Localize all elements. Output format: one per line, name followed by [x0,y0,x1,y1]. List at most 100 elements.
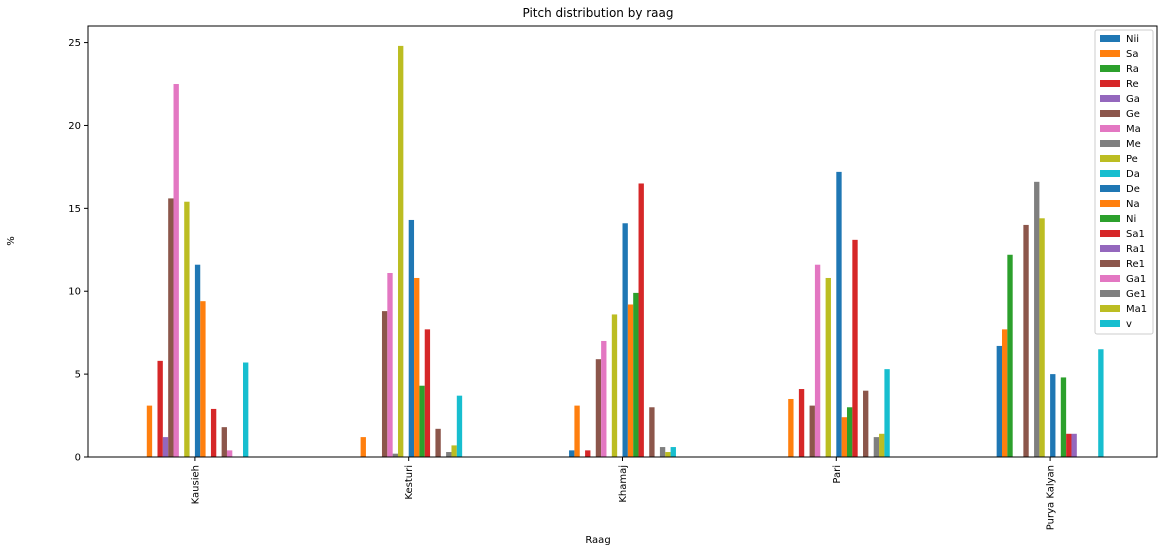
legend-swatch-re1 [1100,260,1120,267]
x-tick-label: Kesturi [404,465,415,500]
y-ticks: 0 5 10 15 20 25 [68,38,88,464]
bar-sa1-kesturi [424,329,431,457]
legend-label-sa: Sa [1126,49,1138,60]
y-tick-label: 15 [68,204,81,215]
chart-title: Pitch distribution by raag [522,6,673,20]
bar-ma-pari [814,264,821,457]
legend-label-ra1: Ra1 [1126,244,1145,255]
x-tick-label: Pari [832,465,843,484]
legend-label-ga: Ga [1126,94,1140,105]
legend-swatch-ra1 [1100,245,1120,252]
bar-ge-pari [809,405,815,457]
bar-ma1-khamaj [665,452,671,457]
legend-swatch-sa [1100,50,1120,57]
bar-re1-pari [863,390,869,457]
legend-swatch-pe [1100,155,1120,162]
bar-nii-khamaj [569,450,575,457]
bar-de-kesturi [408,219,415,457]
bar-re1-kesturi [435,428,441,457]
plot-frame [87,25,1158,458]
y-tick-label: 10 [68,287,81,298]
legend-swatch-na [1100,200,1120,207]
bar-ge1-khamaj [659,447,666,457]
legend-label-sa1: Sa1 [1126,229,1145,240]
legend-swatch-nii [1100,35,1120,42]
legend-swatch-ma [1100,125,1120,132]
bar-v-kausieh [243,362,249,457]
bar-ma1-kesturi [451,445,457,457]
y-tick-label: 5 [75,370,81,381]
bar-pe-khamaj [611,314,618,457]
bar-sa-kesturi [360,437,366,457]
bar-de-khamaj [622,223,628,457]
bar-ga1-kausieh [226,450,233,457]
bar-ni-pari [846,407,853,457]
bar-ma-kausieh [173,84,179,458]
bar-ge-purya-kalyan [1023,224,1029,457]
bar-sa-pari [788,398,794,457]
bar-ni-khamaj [633,292,639,457]
legend-label-ra: Ra [1126,64,1139,75]
legend-label-de: De [1126,184,1140,195]
bar-v-purya-kalyan [1098,349,1104,457]
bar-re-pari [798,389,805,457]
bar-ga-kausieh [162,437,169,457]
bar-sa-kausieh [146,405,153,457]
bar-sa1-kausieh [210,408,217,457]
legend-label-na: Na [1126,199,1140,210]
bar-ge1-kesturi [446,452,452,457]
bar-ge-khamaj [595,359,602,457]
x-ticks: Kausieh Kesturi Khamaj Pari Purya Kalyan [190,457,1057,530]
legend-swatch-da [1100,170,1120,177]
bar-ma-kesturi [387,272,393,457]
x-tick-label: Khamaj [618,465,629,503]
legend-label-ma: Ma [1126,124,1141,135]
bar-pe-kesturi [398,45,404,458]
legend-swatch-ge [1100,110,1120,117]
bar-me-kesturi [392,453,399,457]
legend-label-me: Me [1126,139,1141,150]
legend: Nii Sa Ra Re Ga Ge Ma Me Pe Da De Na Ni Sa1 Ra1 Re1 Ga1 G… [1094,29,1154,335]
legend-label-ge1: Ge1 [1126,289,1146,300]
bar-ge-kesturi [381,311,388,457]
legend-box [1094,29,1154,335]
legend-swatch-ge1 [1100,290,1120,297]
legend-swatch-me [1100,140,1120,147]
legend-label-re: Re [1126,79,1139,90]
bar-na-pari [841,417,847,457]
bar-ge1-pari [873,437,880,457]
bar-ni-purya-kalyan [1060,377,1067,457]
bar-de-pari [836,171,842,457]
bar-na-khamaj [627,304,634,457]
legend-swatch-ma1 [1100,305,1120,312]
bar-de-purya-kalyan [1050,374,1056,457]
bar-nii-purya-kalyan [996,345,1002,457]
bar-pe-kausieh [184,201,190,457]
legend-swatch-ra [1100,65,1120,72]
bars-layer [146,45,1104,458]
bar-pe-purya-kalyan [1039,218,1045,457]
legend-swatch-ga [1100,95,1120,102]
legend-swatch-ni [1100,215,1120,222]
bar-sa1-pari [852,239,858,457]
legend-swatch-v [1100,320,1120,327]
bar-me-purya-kalyan [1034,181,1040,458]
legend-swatch-sa1 [1100,230,1120,237]
bar-ra-purya-kalyan [1007,254,1013,457]
bar-sa1-purya-kalyan [1066,433,1072,457]
legend-label-re1: Re1 [1126,259,1145,270]
legend-label-pe: Pe [1126,154,1138,165]
x-axis-label: Raag [585,535,610,546]
y-tick-label: 20 [68,121,81,132]
bar-ma-khamaj [601,340,607,457]
y-axis-label: % [6,236,17,246]
legend-label-da: Da [1126,169,1140,180]
bar-na-kesturi [414,277,420,457]
bar-ni-kesturi [419,385,425,457]
bar-sa-khamaj [574,405,580,457]
legend-swatch-ga1 [1100,275,1120,282]
y-tick-label: 25 [68,38,81,49]
bar-re-khamaj [585,450,591,457]
